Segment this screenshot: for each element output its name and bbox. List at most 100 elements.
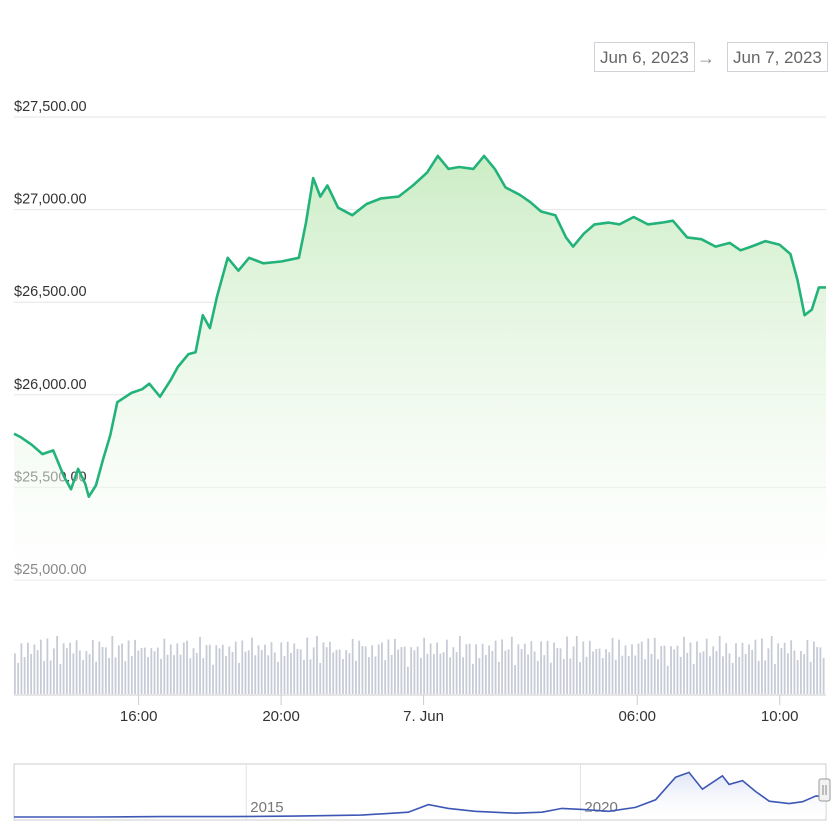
volume-bar: [121, 643, 123, 694]
y-tick-label: $26,000.00: [14, 377, 87, 393]
volume-bar: [267, 655, 270, 694]
volume-bar: [523, 643, 526, 694]
volume-bar: [186, 640, 188, 694]
volume-bar: [637, 643, 640, 694]
volume-bar: [309, 659, 312, 694]
volume-bar: [822, 658, 825, 694]
volume-bar: [468, 643, 471, 694]
volume-bar: [325, 647, 328, 694]
volume-bar: [410, 647, 413, 694]
volume-bar: [614, 659, 617, 694]
volume-bar: [624, 645, 627, 694]
navigator[interactable]: 2015 2020: [13, 763, 831, 821]
navigator-handle[interactable]: [818, 778, 831, 802]
volume-bar: [484, 654, 487, 694]
volume-bar: [501, 639, 503, 694]
volume-bar: [416, 646, 419, 694]
price-area: [14, 155, 826, 580]
volume-bar: [260, 650, 263, 694]
volume-bar: [394, 638, 396, 694]
volume-bar: [322, 642, 325, 694]
volume-bar: [510, 636, 513, 694]
volume-bar: [770, 636, 773, 694]
volume-bar: [319, 663, 322, 694]
volume-bar: [718, 636, 721, 694]
volume-bar: [478, 658, 481, 694]
volume-bar: [442, 652, 445, 694]
volume-bar: [728, 653, 731, 694]
volume-bar: [111, 636, 114, 694]
volume-bar: [426, 653, 429, 694]
volume-bar: [199, 636, 201, 694]
volume-bar: [312, 647, 315, 694]
volume-bar: [475, 644, 478, 694]
volume-bar: [400, 647, 403, 694]
volume-bar: [277, 661, 279, 694]
volume-bar: [462, 657, 465, 694]
volume-bar: [579, 662, 581, 694]
volume-bar: [631, 644, 633, 694]
volume-bar: [731, 662, 734, 694]
volume-bar: [270, 642, 273, 694]
volume-bar: [413, 650, 416, 694]
volume-bar: [650, 653, 653, 694]
volume-bar: [212, 664, 214, 694]
volume-bar: [774, 664, 776, 694]
volume-bar: [715, 651, 718, 694]
volume-bar: [348, 653, 351, 694]
volume-bar: [439, 653, 442, 694]
volume-bar: [621, 655, 624, 694]
volume-bar: [338, 649, 341, 694]
volume-bar: [644, 659, 646, 694]
volume-bar: [809, 661, 812, 694]
volume-bar: [780, 648, 783, 694]
volume-bar: [692, 663, 695, 694]
volume-bar: [793, 650, 796, 694]
volume-bar: [533, 651, 536, 694]
volume-bar: [601, 658, 604, 694]
volume-bar: [78, 650, 81, 694]
volume-bar: [160, 658, 162, 694]
y-tick-label: $27,000.00: [14, 192, 87, 208]
volume-bar: [588, 640, 591, 694]
volume-bar: [56, 636, 59, 694]
volume-bar: [33, 644, 36, 694]
volume-bar: [69, 642, 72, 694]
volume-bar: [257, 645, 260, 694]
volume-bar: [85, 651, 88, 694]
volume-bar: [660, 646, 663, 694]
volume-bar: [316, 636, 318, 694]
volume-bar: [527, 654, 529, 694]
volume-bar: [65, 648, 68, 694]
volume-bar: [169, 644, 172, 694]
volume-bar: [205, 645, 208, 694]
date-from-field[interactable]: Jun 6, 2023: [594, 42, 695, 72]
volume-bar: [218, 648, 221, 694]
volume-bar: [783, 642, 786, 694]
volume-bar: [494, 640, 497, 694]
volume-bar: [371, 645, 374, 694]
volume-bar: [273, 652, 276, 694]
volume-bar: [566, 636, 568, 694]
volume-bar: [517, 644, 520, 694]
volume-bar: [46, 638, 49, 694]
volume-bar: [407, 666, 409, 694]
volume-bar: [296, 648, 299, 694]
volume-bar: [585, 656, 588, 694]
volume-bar: [140, 647, 143, 694]
x-tick-label: 06:00: [618, 708, 656, 725]
volume-bar: [88, 654, 91, 694]
volume-bar: [549, 662, 552, 694]
volume-bar: [738, 657, 741, 694]
volume-bar: [725, 643, 728, 694]
volume-bar: [355, 660, 357, 694]
price-line: [13, 154, 826, 498]
volume-bar: [147, 657, 149, 694]
volume-bar: [403, 646, 406, 694]
volume-bar: [30, 653, 33, 694]
volume-bar: [676, 645, 679, 694]
volume-bar: [299, 649, 302, 694]
date-to-field[interactable]: Jun 7, 2023: [727, 42, 828, 72]
volume-bar: [611, 637, 614, 694]
volume-bar: [618, 639, 620, 694]
